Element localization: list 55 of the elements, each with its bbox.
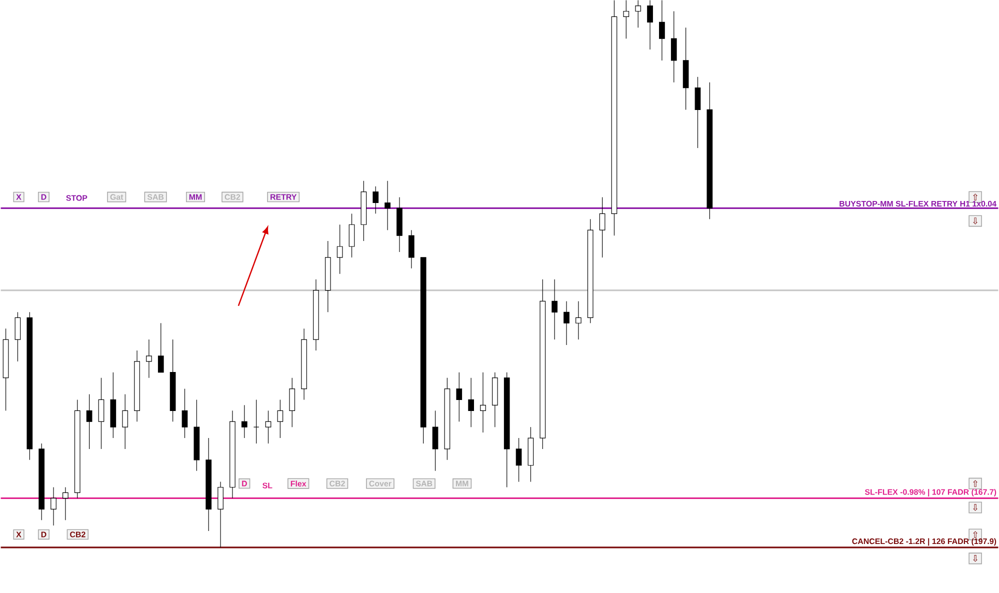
candlestick <box>623 0 630 39</box>
candlestick <box>336 224 343 274</box>
candlestick <box>599 196 606 258</box>
candlestick <box>694 76 701 148</box>
candlestick <box>647 0 653 50</box>
candlestick <box>528 426 534 482</box>
text: ⇧ <box>973 530 978 538</box>
candlestick <box>396 196 402 252</box>
candlestick <box>230 410 236 498</box>
candlestick <box>253 399 260 444</box>
candlestick <box>98 377 104 450</box>
candlestick <box>468 377 474 428</box>
candlestick <box>659 0 665 61</box>
candlestick <box>206 438 212 532</box>
candlestick <box>540 278 546 450</box>
candlestick <box>2 328 9 411</box>
candlestick <box>444 377 450 460</box>
text: ⇧ <box>973 480 978 487</box>
candlestick <box>384 180 390 230</box>
candlestick <box>134 350 140 422</box>
text: ⇧ <box>973 193 978 200</box>
candlestick <box>241 404 248 438</box>
candlestick <box>552 278 558 340</box>
candlestick <box>576 300 582 340</box>
candlestick <box>564 300 570 346</box>
candlestick <box>313 278 319 351</box>
candlestick <box>110 372 116 438</box>
candlestick <box>670 10 677 82</box>
candlestick <box>277 399 284 438</box>
candlestick <box>146 339 152 378</box>
text: ⇩ <box>973 554 978 562</box>
candlestick <box>194 399 200 471</box>
candlestick <box>301 328 307 400</box>
candlestick <box>480 372 486 433</box>
text: ⇩ <box>973 504 978 511</box>
candlestick <box>682 27 689 110</box>
candlestick <box>492 372 498 428</box>
candlestick <box>265 410 272 444</box>
candlestick <box>360 180 367 242</box>
candlestick <box>516 438 522 482</box>
candlestick <box>456 372 462 422</box>
candlestick <box>324 240 331 312</box>
candlestick <box>62 486 68 520</box>
candlestick <box>289 377 296 428</box>
candlestick <box>170 339 176 422</box>
candlestick <box>182 388 188 438</box>
candlestick <box>218 481 224 548</box>
candlestick <box>611 0 618 236</box>
candlestick <box>122 394 128 450</box>
candlestick <box>432 410 438 471</box>
candlestick <box>706 82 713 220</box>
candlestick <box>86 394 92 450</box>
candlestick <box>348 213 355 258</box>
candlestick <box>50 486 56 526</box>
text: ⇩ <box>973 217 978 224</box>
